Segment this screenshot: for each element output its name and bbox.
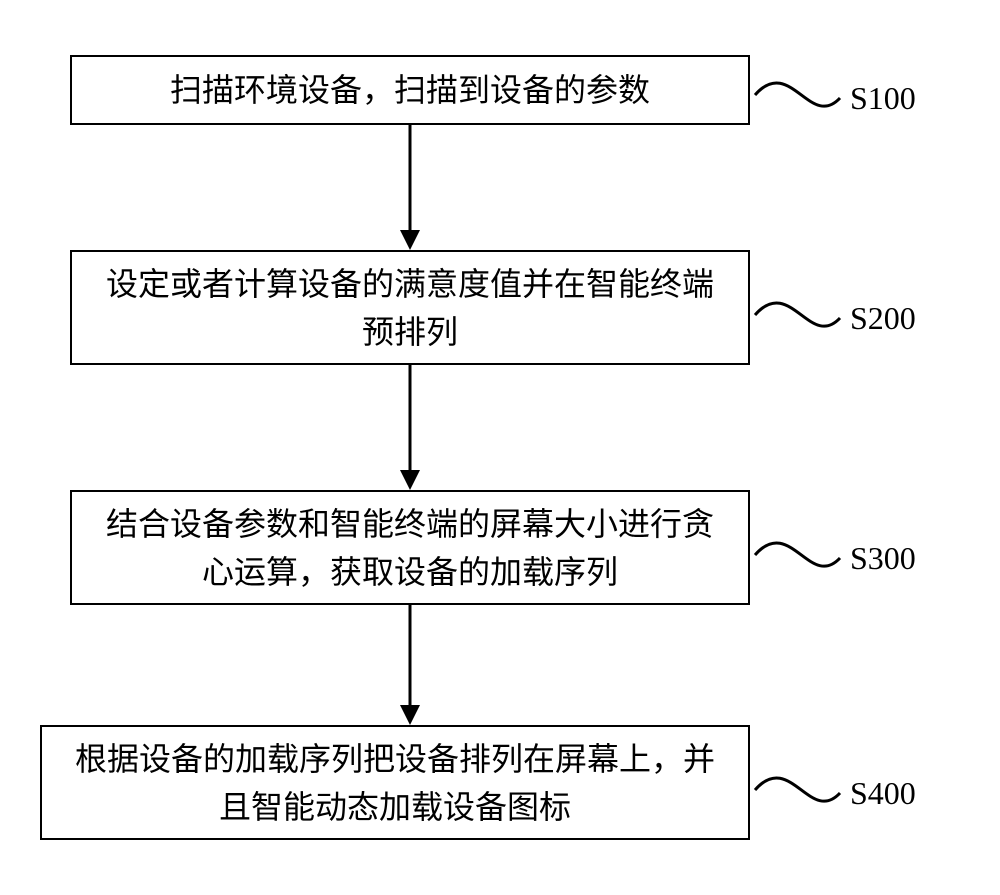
- flowchart-canvas: 扫描环境设备，扫描到设备的参数S100设定或者计算设备的满意度值并在智能终端预排…: [0, 0, 1000, 895]
- arrow-3: [0, 0, 1000, 895]
